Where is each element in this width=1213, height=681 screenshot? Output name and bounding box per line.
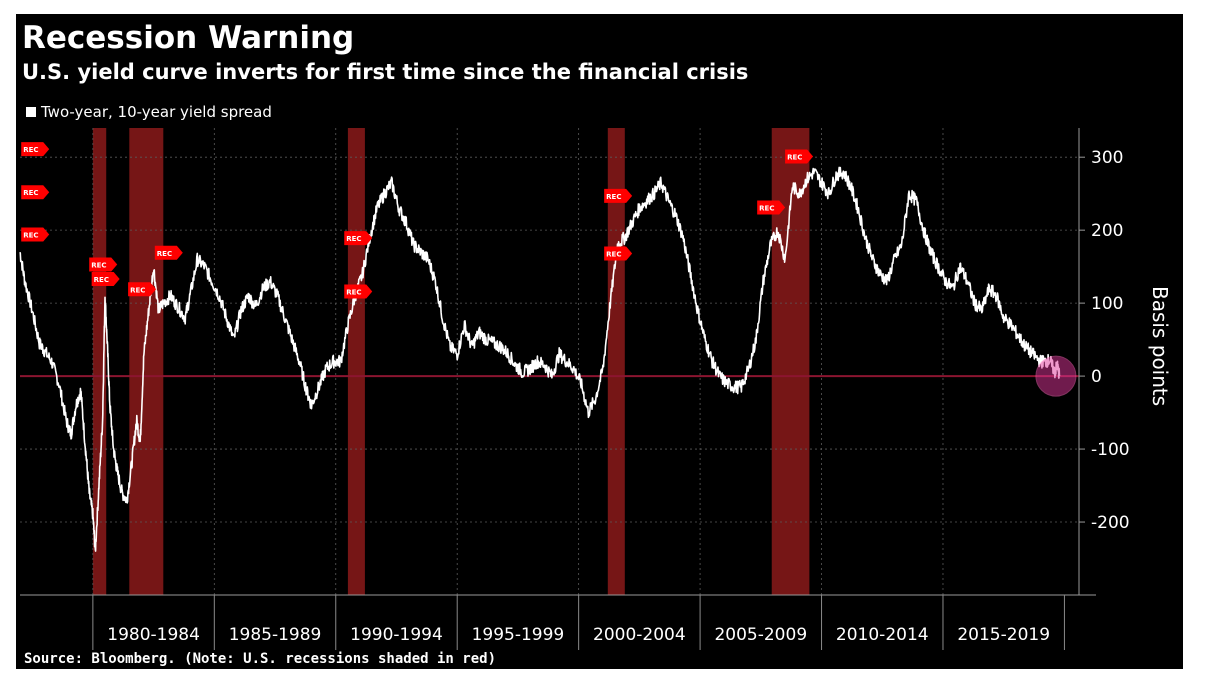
rec-marker bbox=[344, 231, 373, 246]
rec-marker bbox=[89, 257, 118, 272]
rec-marker bbox=[21, 227, 50, 242]
rec-marker bbox=[128, 282, 157, 297]
series-line-yield-spread bbox=[19, 166, 1061, 552]
x-tick-label: 1980-1984 bbox=[107, 625, 200, 645]
y-tick-label: 0 bbox=[1091, 367, 1102, 387]
y-tick-label: -200 bbox=[1091, 513, 1130, 533]
recession-band-3 bbox=[347, 128, 365, 595]
x-tick-label: 1985-1989 bbox=[229, 625, 322, 645]
legend-label: Two-year, 10-year yield spread bbox=[41, 103, 272, 121]
chart-title: Recession Warning bbox=[22, 20, 355, 56]
rec-marker-label: REC bbox=[787, 153, 802, 161]
y-tick-label: -100 bbox=[1091, 440, 1130, 460]
rec-marker-label: REC bbox=[91, 261, 106, 269]
chart-frame: Recession Warning U.S. yield curve inver… bbox=[16, 14, 1183, 669]
legend-swatch bbox=[26, 107, 36, 117]
y-tick-label: 200 bbox=[1091, 221, 1123, 241]
rec-marker bbox=[757, 200, 786, 215]
rec-marker bbox=[344, 284, 373, 299]
rec-marker bbox=[91, 272, 120, 287]
rec-marker-label: REC bbox=[759, 205, 774, 213]
recession-band-2 bbox=[129, 128, 164, 595]
rec-marker bbox=[604, 246, 633, 261]
source-note: Source: Bloomberg. (Note: U.S. recession… bbox=[24, 651, 497, 667]
rec-marker-label: REC bbox=[23, 232, 38, 240]
x-tick-label: 2005-2009 bbox=[714, 625, 807, 645]
inversion-highlight-circle bbox=[1035, 355, 1077, 397]
rec-marker bbox=[21, 142, 50, 157]
rec-marker-label: REC bbox=[346, 235, 361, 243]
x-tick-label: 2000-2004 bbox=[593, 625, 686, 645]
rec-marker-label: REC bbox=[23, 189, 38, 197]
x-tick-label: 1990-1994 bbox=[350, 625, 443, 645]
y-tick-label: 300 bbox=[1091, 148, 1123, 168]
y-axis-title: Basis points bbox=[1148, 286, 1172, 406]
y-tick-label: 100 bbox=[1091, 294, 1123, 314]
x-tick-label: 2010-2014 bbox=[836, 625, 929, 645]
x-tick-label: 1995-1999 bbox=[472, 625, 565, 645]
rec-marker bbox=[154, 245, 183, 260]
rec-marker-label: REC bbox=[346, 288, 361, 296]
rec-marker-label: REC bbox=[130, 286, 145, 294]
rec-marker bbox=[785, 149, 814, 164]
chart-subtitle: U.S. yield curve inverts for first time … bbox=[22, 60, 749, 84]
legend: Two-year, 10-year yield spread bbox=[26, 103, 272, 121]
rec-marker bbox=[21, 185, 50, 200]
rec-marker-label: REC bbox=[94, 276, 109, 284]
x-tick-label: 2015-2019 bbox=[957, 625, 1050, 645]
rec-marker-label: REC bbox=[606, 193, 621, 201]
rec-marker-label: REC bbox=[23, 146, 38, 154]
rec-marker-label: REC bbox=[157, 250, 172, 258]
yield-spread-chart: -200 -100 0 100 200 300 Basis points 1980-1984 1… bbox=[19, 128, 1172, 650]
rec-marker bbox=[604, 188, 633, 203]
rec-marker-label: REC bbox=[606, 251, 621, 259]
recession-band-1 bbox=[92, 128, 107, 595]
